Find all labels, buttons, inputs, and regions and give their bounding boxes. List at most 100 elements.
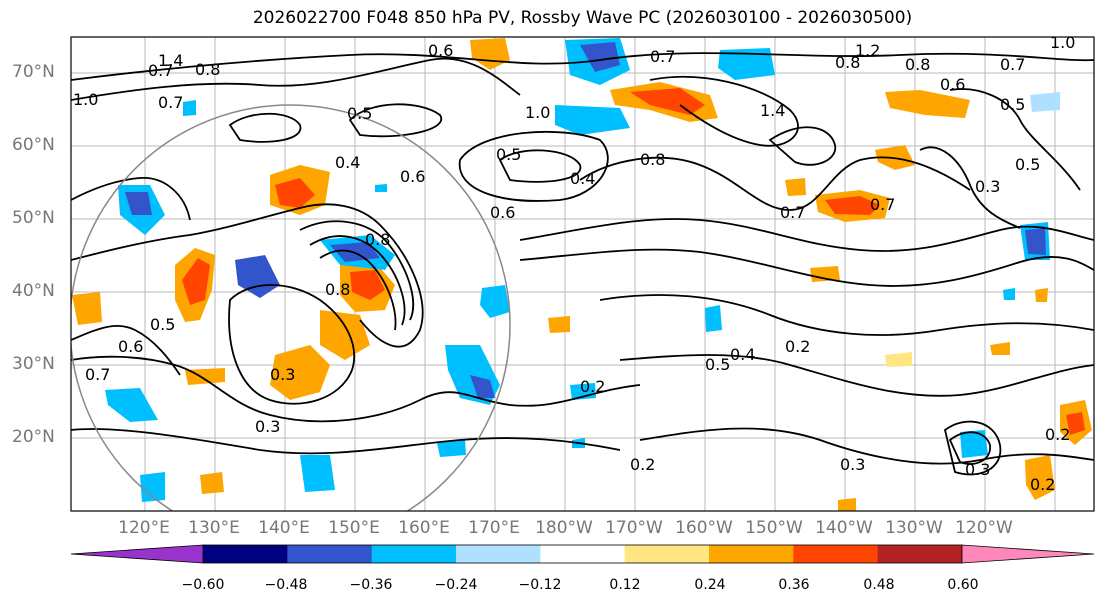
contour-label: 0.4: [730, 345, 755, 364]
colorbar-tick: 0.60: [947, 577, 979, 593]
pv-contour: [228, 284, 356, 405]
pv-contour: [71, 57, 521, 101]
anomaly-negative: [960, 430, 988, 458]
contour-label: 1.0: [73, 90, 98, 109]
contour-label: 0.5: [347, 104, 372, 123]
anomaly-positive: [270, 345, 330, 400]
anomaly-negative: [437, 440, 466, 457]
colorbar-segment: [203, 545, 288, 563]
colorbar-tick: 0.36: [778, 577, 810, 593]
lon-label: 180°W: [535, 518, 593, 538]
contour-label: 0.7: [148, 61, 173, 80]
pv-contour: [519, 218, 1094, 252]
colorbar-extend-right: [961, 544, 1095, 564]
pv-contour: [71, 428, 621, 455]
contour-label: 0.3: [975, 177, 1000, 196]
lon-label: 130°W: [885, 518, 943, 538]
contour-label: 0.2: [630, 455, 655, 474]
contour-label: 0.7: [650, 47, 675, 66]
anomaly-positive: [885, 352, 912, 367]
lon-label: 120°W: [955, 518, 1013, 538]
anomaly-negative: [1025, 228, 1046, 255]
contour-label: 0.5: [1000, 95, 1025, 114]
colorbar-segment: [456, 545, 541, 563]
lat-label-50n: 50°N: [12, 208, 55, 228]
anomaly-negative: [300, 455, 335, 492]
anomaly-positive: [810, 266, 840, 282]
colorbar-tick: 0.48: [863, 577, 895, 593]
pv-contour: [949, 88, 1081, 191]
contour-label: 0.6: [400, 167, 425, 186]
anomaly-positive: [885, 90, 970, 118]
map-title: 2026022700 F048 850 hPa PV, Rossby Wave …: [252, 8, 913, 28]
contour-label: 0.8: [195, 60, 220, 79]
rossby-wave-region-circle: [71, 104, 511, 511]
pv-contour: [458, 130, 609, 202]
contour-label: 1.0: [1050, 33, 1075, 52]
lon-label: 150°W: [745, 518, 803, 538]
anomaly-positive: [185, 368, 225, 385]
colorbar-segment: [624, 545, 710, 563]
colorbar-tick: 0.24: [694, 577, 726, 593]
pv-contour: [71, 355, 641, 423]
colorbar-extend-left: [70, 544, 204, 564]
lon-label: 130°E: [188, 518, 240, 538]
anomaly-positive: [825, 196, 880, 215]
anomaly-positive: [630, 88, 705, 115]
colorbar-tick: −0.24: [434, 577, 478, 593]
contour-label: 1.0: [525, 103, 550, 122]
lat-label-20n: 20°N: [12, 427, 55, 447]
pv-contour: [599, 294, 1094, 336]
lat-label-40n: 40°N: [12, 281, 55, 301]
anomaly-negative: [105, 388, 158, 422]
contour-labels: 0.60.7 0.81.21.40.70.50.40.60.50.40.60.7 0…: [73, 33, 1075, 494]
contour-label: 1.2: [855, 41, 880, 60]
contour-label: 0.3: [270, 365, 295, 384]
anomaly-positive: [350, 270, 385, 300]
anomaly-positive: [182, 258, 210, 305]
pv-contour: [71, 52, 1094, 81]
anomaly-negative: [1003, 288, 1015, 300]
anomaly-negative: [375, 184, 387, 192]
contour-label: 0.3: [255, 417, 280, 436]
pv-contour: [768, 126, 836, 166]
anomaly-negative: [555, 105, 630, 135]
pv-contour: [309, 235, 406, 326]
contour-label: 0.2: [785, 337, 810, 356]
pv-contour: [498, 149, 582, 183]
colorbar-tick: −0.48: [264, 577, 308, 593]
lat-label-70n: 70°N: [12, 62, 55, 82]
anomaly-positive: [838, 498, 856, 511]
pv-contour: [228, 112, 302, 143]
pv-contour: [71, 203, 424, 348]
anomaly-negative: [470, 375, 495, 398]
lon-label: 120°E: [118, 518, 170, 538]
lon-label: 140°W: [815, 518, 873, 538]
colorbar-tick: −0.60: [181, 577, 225, 593]
lon-label: 170°E: [468, 518, 520, 538]
lat-label-60n: 60°N: [12, 135, 55, 155]
lon-label: 140°E: [258, 518, 310, 538]
lat-label-30n: 30°N: [12, 354, 55, 374]
colorbar-segment: [709, 545, 794, 563]
lon-label: 160°E: [398, 518, 450, 538]
pv-contour: [71, 177, 191, 221]
anomaly-positive: [72, 292, 102, 325]
pv-contour: [299, 220, 415, 321]
contour-label: 0.6: [940, 75, 965, 94]
anomaly-positive: [1066, 412, 1085, 435]
contour-label: 0.8: [365, 230, 390, 249]
colorbar-segment: [793, 545, 879, 563]
contour-label: 1.4: [760, 101, 785, 120]
contour-label: 0.7: [870, 195, 895, 214]
colorbar-tick: −0.36: [349, 577, 393, 593]
anomaly-positive: [1025, 455, 1055, 500]
pv-contours: [71, 52, 1094, 476]
colorbar-segment: [287, 545, 373, 563]
pv-contour: [919, 146, 1021, 229]
contour-label: 0.6: [428, 41, 453, 60]
anomaly-negative: [705, 305, 722, 332]
colorbar-tick: 0.12: [609, 577, 641, 593]
contour-label: 0.8: [640, 150, 665, 169]
